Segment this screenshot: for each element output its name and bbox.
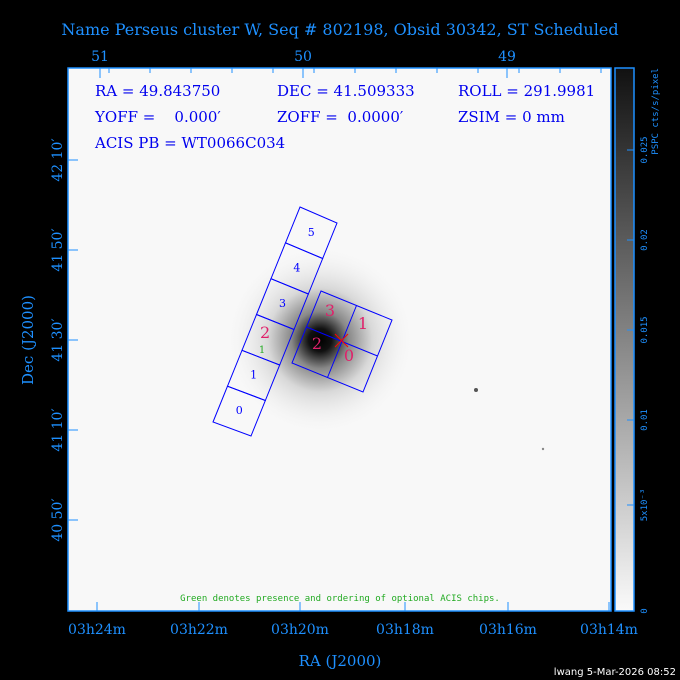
i-chip-label-2: 2 <box>312 334 322 353</box>
i-chip-label-1: 1 <box>358 314 368 333</box>
x-tick-label: 03h24m <box>68 622 126 638</box>
colorbar-tick-label: 5x10⁻³ <box>640 489 650 522</box>
colorbar-tick-label: 0.02 <box>640 229 650 251</box>
top-tick-label: 49 <box>498 49 516 65</box>
i-chip-label-0: 0 <box>344 346 354 365</box>
point-source <box>474 388 478 392</box>
s-chip-label: 1 <box>250 369 257 382</box>
zoff-value: ZOFF = 0.0000′ <box>277 108 404 126</box>
colorbar-tick-label: 0.015 <box>640 316 650 343</box>
colorbar-tick-label: 0.025 <box>640 136 650 163</box>
s-chip-label: 4 <box>293 262 300 275</box>
y-tick-label: 40 50′ <box>50 498 66 541</box>
cluster-emission <box>225 245 415 435</box>
y-tick-label: 41 50′ <box>50 228 66 271</box>
y-tick-label: 41 30′ <box>50 318 66 361</box>
x-axis-label: RA (J2000) <box>299 652 382 670</box>
optional-chip-order: 1 <box>259 345 265 356</box>
x-tick-label: 03h16m <box>479 622 537 638</box>
x-tick-label: 03h18m <box>376 622 434 638</box>
s-chip-label: 2 <box>260 323 270 342</box>
colorbar-tick-label: 0 <box>640 608 650 613</box>
roll-value: ROLL = 291.9981 <box>458 82 595 100</box>
i-chip-label-3: 3 <box>325 301 335 320</box>
colorbar <box>614 67 635 612</box>
point-source <box>541 447 545 451</box>
colorbar-ticks: 0 5x10⁻³ 0.01 0.015 0.02 0.025 <box>627 136 650 614</box>
colorbar-label: PSPC cts/s/pixel <box>651 68 661 155</box>
colorbar-tick-label: 0.01 <box>640 409 650 431</box>
x-tick-label: 03h20m <box>271 622 329 638</box>
zsim-value: ZSIM = 0 mm <box>458 108 565 126</box>
s-chip-label: 0 <box>236 404 243 417</box>
dec-value: DEC = 41.509333 <box>277 82 415 100</box>
s-chip-label: 3 <box>279 297 286 310</box>
y-tick-label: 42 10′ <box>50 138 66 181</box>
footer-timestamp: lwang 5-Mar-2026 08:52 <box>553 667 676 678</box>
x-tick-label: 03h22m <box>170 622 228 638</box>
top-tick-label: 51 <box>91 49 109 65</box>
y-axis-label: Dec (J2000) <box>19 295 37 385</box>
s-chip-5 <box>284 206 338 260</box>
ra-value: RA = 49.843750 <box>95 82 220 100</box>
optional-chips-note: Green denotes presence and ordering of o… <box>180 594 500 604</box>
acis-pb-value: ACIS PB = WT0066C034 <box>94 134 285 152</box>
y-tick-label: 41 10′ <box>50 408 66 451</box>
s-chip-label: 5 <box>308 226 315 239</box>
plot-title: Name Perseus cluster W, Seq # 802198, Ob… <box>61 20 618 39</box>
top-tick-label: 50 <box>294 49 312 65</box>
i-array-outline <box>291 290 393 393</box>
x-tick-label: 03h14m <box>580 622 638 638</box>
aimpoint-marker <box>334 333 349 348</box>
yoff-value: YOFF = 0.000′ <box>94 108 221 126</box>
